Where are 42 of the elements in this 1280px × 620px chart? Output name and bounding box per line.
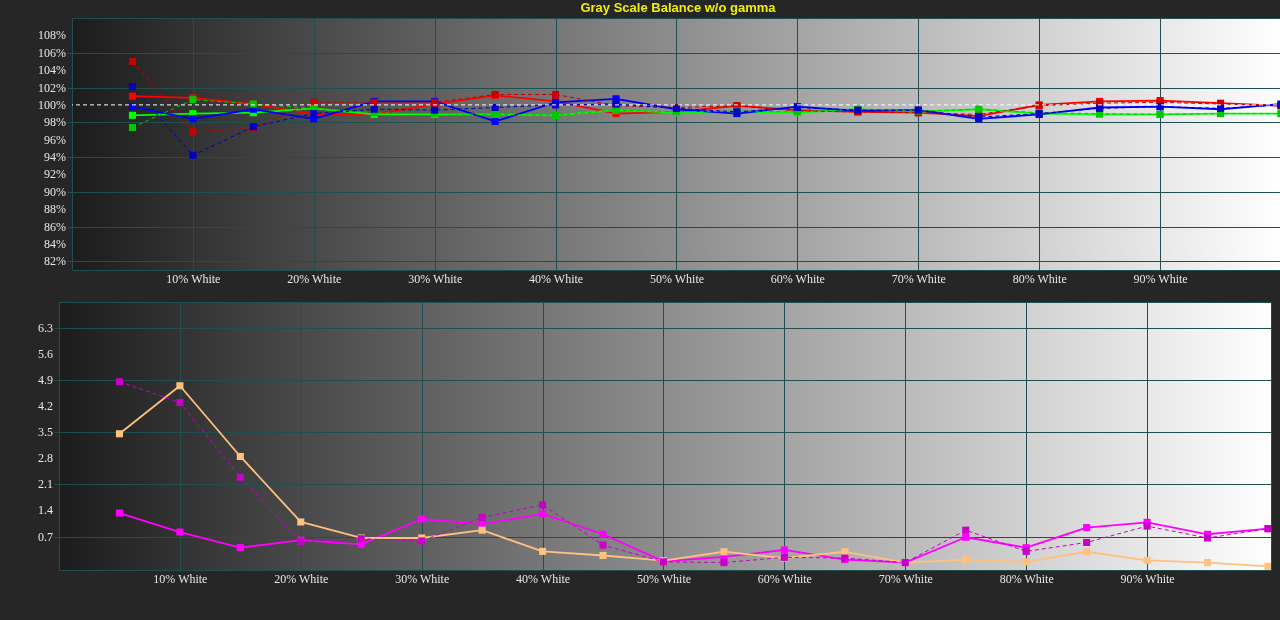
y-tick-label: 4.2 xyxy=(38,399,53,414)
y-tick-label: 82% xyxy=(44,254,66,269)
y-tick-label: 86% xyxy=(44,219,66,234)
y-tick-label: 92% xyxy=(44,167,66,182)
y-tick-label: 104% xyxy=(38,63,66,78)
x-tick-label: 90% White xyxy=(1133,271,1188,286)
y-tick-label: 108% xyxy=(38,28,66,43)
x-tick-label: 10% White xyxy=(153,571,208,586)
y-tick-label: 84% xyxy=(44,236,66,251)
x-tick-label: 90% White xyxy=(1120,571,1175,586)
y-tick-label: 4.9 xyxy=(38,373,53,388)
y-tick-label: 88% xyxy=(44,202,66,217)
x-tick-label: 80% White xyxy=(999,571,1054,586)
chart-title: Gray Scale Balance w/o gamma xyxy=(580,0,777,15)
y-tick-label: 96% xyxy=(44,132,66,147)
y-tick-label: 3.5 xyxy=(38,425,53,440)
y-tick-label: 106% xyxy=(38,45,66,60)
y-tick-label: 100% xyxy=(38,97,66,112)
x-tick-label: 70% White xyxy=(891,271,946,286)
y-tick-label: 90% xyxy=(44,184,66,199)
y-tick-label: 98% xyxy=(44,115,66,130)
x-tick-label: 70% White xyxy=(878,571,933,586)
y-tick-label: 102% xyxy=(38,80,66,95)
x-tick-label: 40% White xyxy=(529,271,584,286)
y-tick-label: 6.3 xyxy=(38,321,53,336)
x-tick-label: 60% White xyxy=(770,271,825,286)
y-tick-label: 94% xyxy=(44,150,66,165)
x-tick-label: 40% White xyxy=(516,571,571,586)
x-tick-label: 50% White xyxy=(636,571,692,586)
x-tick-label: 20% White xyxy=(274,571,329,586)
y-tick-label: 0.7 xyxy=(38,529,53,544)
y-tick-label: 5.6 xyxy=(38,347,53,362)
x-tick-label: 20% White xyxy=(287,271,342,286)
x-tick-label: 60% White xyxy=(757,571,812,586)
x-tick-label: 30% White xyxy=(395,571,450,586)
x-tick-label: 80% White xyxy=(1012,271,1067,286)
y-tick-label: 2.8 xyxy=(38,451,53,466)
x-tick-label: 10% White xyxy=(166,271,221,286)
x-tick-label: 30% White xyxy=(408,271,463,286)
y-tick-label: 2.1 xyxy=(38,477,53,492)
x-tick-label: 50% White xyxy=(649,271,705,286)
y-tick-label: 1.4 xyxy=(38,503,53,518)
